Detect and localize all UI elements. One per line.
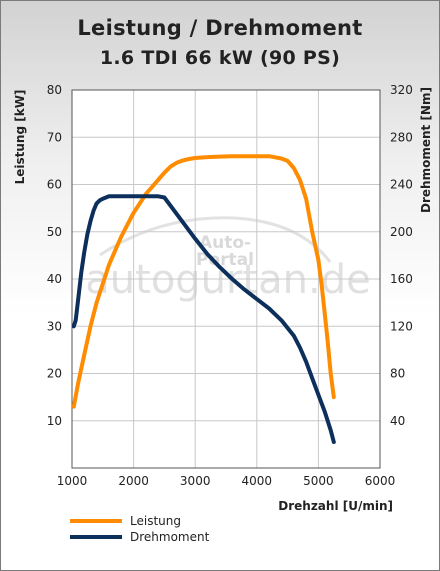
y-right-tick-label: 80 bbox=[390, 367, 405, 381]
x-tick-label: 3000 bbox=[180, 474, 211, 488]
series-line-drehmoment bbox=[71, 194, 336, 444]
plot-border bbox=[71, 89, 381, 469]
y-right-tick-label: 200 bbox=[390, 225, 413, 239]
y-left-tick-label: 80 bbox=[47, 83, 62, 97]
y-left-tick-label: 70 bbox=[47, 130, 62, 144]
y-right-tick-label: 320 bbox=[390, 83, 413, 97]
chart-subtitle: 1.6 TDI 66 kW (90 PS) bbox=[99, 47, 341, 69]
x-tick-label: 2000 bbox=[118, 474, 149, 488]
y-left-tick-label: 10 bbox=[47, 414, 62, 428]
y-right-tick-label: 120 bbox=[390, 319, 413, 333]
y-right-tick-label: 40 bbox=[390, 414, 405, 428]
y-right-tick-label: 240 bbox=[390, 178, 413, 192]
x-tick-label: 1000 bbox=[57, 474, 88, 488]
y-left-tick-label: 50 bbox=[47, 225, 62, 239]
legend-label-leistung: Leistung bbox=[130, 514, 181, 528]
watermark-site: autogurtan.de bbox=[85, 257, 370, 303]
y-right-tick-label: 160 bbox=[390, 272, 413, 286]
x-tick-label: 5000 bbox=[303, 474, 334, 488]
x-axis-label: Drehzahl [U/min] bbox=[278, 499, 393, 513]
watermark-car-outline bbox=[99, 216, 332, 263]
watermark-auto: Auto- bbox=[199, 233, 251, 253]
y-right-tick-label: 280 bbox=[390, 130, 413, 144]
y-left-tick-label: 20 bbox=[47, 367, 62, 381]
x-tick-label: 4000 bbox=[242, 474, 273, 488]
y-left-tick-label: 40 bbox=[47, 272, 62, 286]
y-left-tick-label: 60 bbox=[47, 178, 62, 192]
y-left-tick-label: 30 bbox=[47, 319, 62, 333]
y-left-axis-label: Leistung [kW] bbox=[13, 90, 27, 185]
series-line-leistung bbox=[71, 154, 336, 409]
chart-title: Leistung / Drehmoment bbox=[77, 16, 363, 40]
y-right-axis-label: Drehmoment [Nm] bbox=[419, 87, 433, 213]
legend-label-drehmoment: Drehmoment bbox=[130, 530, 210, 544]
x-tick-label: 6000 bbox=[365, 474, 396, 488]
